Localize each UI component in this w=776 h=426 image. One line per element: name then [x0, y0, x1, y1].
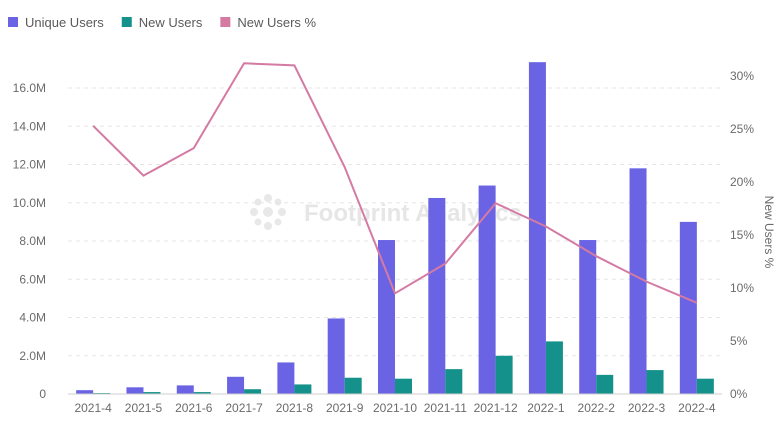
y-right-tick-label: 10% — [730, 281, 754, 295]
legend-label: New Users — [139, 15, 203, 30]
y-right-tick-label: 20% — [730, 175, 754, 189]
unique-users-bar — [126, 387, 144, 394]
x-tick-label: 2022-3 — [628, 401, 666, 415]
gridlines — [68, 87, 722, 357]
x-tick-label: 2022-1 — [527, 401, 565, 415]
x-tick-label: 2021-5 — [125, 401, 163, 415]
legend-label: Unique Users — [25, 15, 104, 30]
y-right-tick-label: 25% — [730, 122, 754, 136]
x-tick-label: 2021-9 — [326, 401, 364, 415]
unique-users-bar — [76, 390, 94, 394]
unique-users-bar — [629, 168, 647, 394]
y-right-tick-label: 30% — [730, 69, 754, 83]
new-users-bar — [244, 389, 262, 394]
new-users-bar — [646, 370, 664, 394]
x-tick-label: 2021-12 — [474, 401, 518, 415]
x-tick-label: 2021-8 — [276, 401, 314, 415]
y-left-tick-label: 10.0M — [13, 196, 46, 210]
y-left-tick-label: 4.0M — [19, 311, 46, 325]
y-right-tick-label: 15% — [730, 228, 754, 242]
bars — [76, 62, 714, 395]
legend-label: New Users % — [237, 15, 316, 30]
line-series — [92, 62, 698, 304]
new-users-bar — [395, 378, 412, 394]
unique-users-bar — [227, 376, 245, 394]
x-tick-label: 2021-7 — [225, 401, 263, 415]
new-users-legend-swatch — [220, 17, 231, 27]
watermark-logo-icon — [250, 194, 286, 230]
y-right-tick-label: 5% — [730, 334, 748, 348]
unique-users-bar — [176, 385, 194, 394]
x-tick-label: 2022-2 — [578, 401, 616, 415]
y-left-tick-label: 16.0M — [13, 81, 46, 95]
unique-users-bar — [528, 62, 546, 395]
unique-users-bar — [428, 197, 446, 394]
x-tick-label: 2021-4 — [74, 401, 112, 415]
new-userslegend-swatch — [121, 17, 132, 27]
unique-users-bar — [478, 185, 496, 394]
new-users-bar — [696, 378, 714, 394]
x-tick-label: 2022-4 — [678, 401, 716, 415]
unique-users-bar — [679, 221, 697, 394]
unique-userslegend-swatch — [8, 17, 18, 27]
y-right-axis-title: New Users % — [762, 196, 776, 269]
axes: 0 2.0M 4.0M 6.0M 8.0M 10.0M 12.0M 14.0M 16.0M 0% 5… — [13, 69, 776, 415]
new-users-bar — [143, 392, 161, 394]
y-left-tick-label: 12.0M — [13, 158, 46, 172]
new-users-bar — [495, 355, 513, 394]
y-left-tick-label: 8.0M — [19, 234, 46, 248]
new-users-bar — [445, 369, 463, 394]
new-users-bar — [294, 384, 312, 394]
new-users-bar — [596, 374, 614, 394]
unique-users-bar — [378, 240, 395, 394]
y-left-tick-label: 14.0M — [13, 119, 46, 133]
x-tick-label: 2021-6 — [175, 401, 213, 415]
new-users-bar — [545, 341, 563, 394]
legend: Unique Users New Users New Users % — [8, 15, 317, 30]
x-tick-label: 2021-11 — [424, 401, 467, 415]
unique-users-bar — [579, 240, 597, 394]
unique-users-bar — [277, 362, 295, 394]
x-tick-label: 2021-10 — [373, 401, 417, 415]
y-left-tick-label: 6.0M — [19, 272, 46, 286]
y-left-tick-label: 2.0M — [19, 349, 46, 363]
unique-users-bar — [327, 318, 345, 394]
y-right-tick-label: 0% — [730, 387, 748, 401]
y-left-tick-label: 0 — [39, 387, 46, 401]
new-users-bar — [193, 392, 211, 394]
new-users-bar — [344, 377, 362, 394]
